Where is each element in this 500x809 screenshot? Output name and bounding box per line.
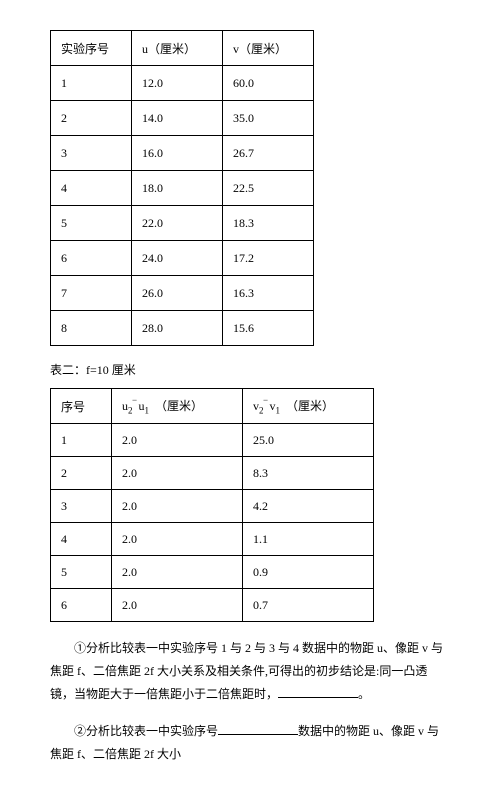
table-cell: 26.7 [223,136,314,171]
formula-bar: − [263,395,268,405]
table-cell: 4 [51,171,132,206]
table-row: 418.022.5 [51,171,314,206]
table-row: 624.017.2 [51,241,314,276]
formula-sub: 1 [276,405,281,415]
table-row: 实验序号 u（厘米） v（厘米） [51,31,314,66]
table-cell: 1 [51,424,112,457]
table-cell: 1.1 [243,523,374,556]
table-cell: 2.0 [112,457,243,490]
table-cell: 14.0 [132,101,223,136]
table-cell: 35.0 [223,101,314,136]
experiment-table-1: 实验序号 u（厘米） v（厘米） 112.060.0 214.035.0 316… [50,30,314,346]
table-row: 22.08.3 [51,457,374,490]
table-header: v（厘米） [223,31,314,66]
table-header: v2− v1 （厘米） [243,389,374,424]
formula-v2: v2− [253,399,264,415]
table-cell: 26.0 [132,276,223,311]
table-cell: 1 [51,66,132,101]
question-text: 。 [358,687,370,701]
table-cell: 17.2 [223,241,314,276]
table-row: 522.018.3 [51,206,314,241]
table-cell: 0.7 [243,589,374,622]
table2-caption: 表二：f=10 厘米 [50,361,450,378]
table-cell: 2.0 [112,556,243,589]
table-cell: 3 [51,136,132,171]
question-1: ①分析比较表一中实验序号 1 与 2 与 3 与 4 数据中的物距 u、像距 v… [50,637,450,705]
table-cell: 8 [51,311,132,346]
table-cell: 60.0 [223,66,314,101]
table-row: 52.00.9 [51,556,374,589]
table-cell: 6 [51,589,112,622]
table-cell: 6 [51,241,132,276]
fill-blank [218,722,298,735]
table-cell: 8.3 [243,457,374,490]
table-cell: 5 [51,206,132,241]
table-row: 62.00.7 [51,589,374,622]
question-text: ②分析比较表一中实验序号 [74,724,218,738]
table-row: 序号 u2− u1 （厘米） v2− v1 （厘米） [51,389,374,424]
table-cell: 15.6 [223,311,314,346]
table-cell: 4.2 [243,490,374,523]
table-cell: 18.0 [132,171,223,206]
table-row: 112.060.0 [51,66,314,101]
table-row: 32.04.2 [51,490,374,523]
table-header: u2− u1 （厘米） [112,389,243,424]
table-cell: 22.5 [223,171,314,206]
table-cell: 2.0 [112,490,243,523]
table-cell: 24.0 [132,241,223,276]
table-cell: 12.0 [132,66,223,101]
table-row: 316.026.7 [51,136,314,171]
question-text: ①分析比较表一中实验序号 1 与 2 与 3 与 4 数据中的物距 u、像距 v… [50,641,443,701]
table-row: 828.015.6 [51,311,314,346]
table-row: 42.01.1 [51,523,374,556]
table-header: 序号 [51,389,112,424]
question-2: ②分析比较表一中实验序号数据中的物距 u、像距 v 与焦距 f、二倍焦距 2f … [50,720,450,766]
table-cell: 2 [51,101,132,136]
table-row: 214.035.0 [51,101,314,136]
table-cell: 0.9 [243,556,374,589]
table-cell: 25.0 [243,424,374,457]
experiment-table-2: 序号 u2− u1 （厘米） v2− v1 （厘米） 12.025.0 22.0… [50,388,374,622]
table-cell: 2 [51,457,112,490]
table-cell: 16.0 [132,136,223,171]
table-cell: 2.0 [112,523,243,556]
table-cell: 2.0 [112,589,243,622]
table-cell: 16.3 [223,276,314,311]
table-cell: 28.0 [132,311,223,346]
table-cell: 22.0 [132,206,223,241]
table-cell: 2.0 [112,424,243,457]
table-cell: 7 [51,276,132,311]
unit-label: （厘米） [286,399,334,413]
table-row: 726.016.3 [51,276,314,311]
table-cell: 3 [51,490,112,523]
formula-sub: 2 [128,405,133,415]
table-header: 实验序号 [51,31,132,66]
formula-sub: 1 [145,405,150,415]
table-cell: 18.3 [223,206,314,241]
table-header: u（厘米） [132,31,223,66]
formula-bar: − [132,395,137,405]
fill-blank [278,685,358,698]
unit-label: （厘米） [155,399,203,413]
table-row: 12.025.0 [51,424,374,457]
formula-u2: u2− [122,399,133,415]
table-cell: 5 [51,556,112,589]
formula-sub: 2 [259,405,264,415]
table-cell: 4 [51,523,112,556]
